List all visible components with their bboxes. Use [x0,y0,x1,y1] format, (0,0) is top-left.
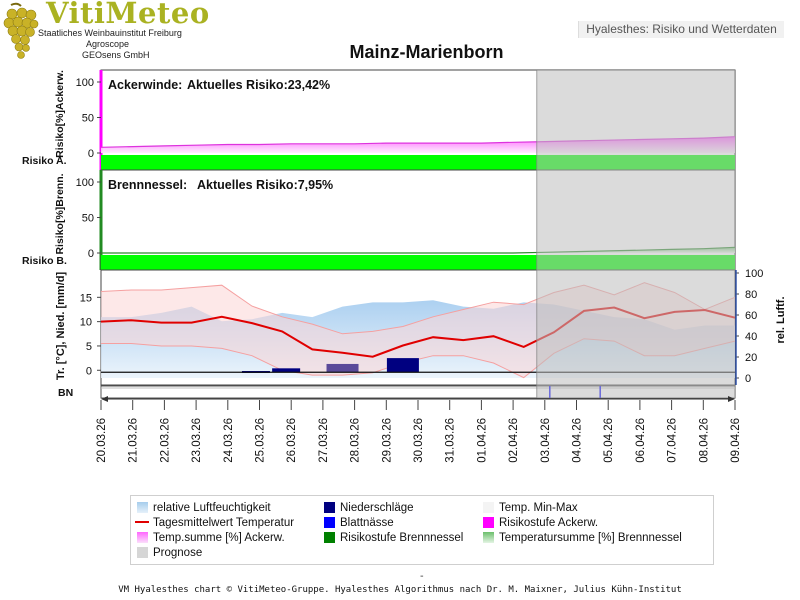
page-subtitle-chip: Hyalesthes: Risiko und Wetterdaten [578,21,784,38]
y-tick-label-right: 60 [745,310,757,322]
legend-item-temp-min-max: Temp. Min-Max [483,501,578,515]
x-tick-label: 24.03.26 [223,418,235,463]
precip-bar [386,358,419,373]
logo-line-institute: Staatliches Weinbauinstitut Freiburg [38,28,182,38]
chart-title: Mainz-Marienborn [349,42,504,62]
legend-label: Niederschläge [340,502,414,514]
chart-legend: relative Luftfeuchtigkeit Niederschläge … [130,495,714,565]
y-tick-label: 0 [86,365,92,377]
legend-label: Tagesmittelwert Temperatur [153,517,295,529]
y-tick-label-right: 100 [745,268,763,280]
grape-logo-icon [3,2,39,59]
x-tick-label: 20.03.26 [96,418,108,463]
x-tick-label: 05.04.26 [603,418,615,463]
legend-item-tempsum-ackerw: Temp.summe [%] Ackerw. [137,531,285,545]
panel-caption-ackerwinde: Ackerwinde: [108,78,182,92]
legend-label: Temperatursumme [%] Brennnessel [499,532,682,544]
precip-bar [272,368,301,373]
x-tick-label: 07.04.26 [667,418,679,463]
logo-title: VitiMeteo [46,0,210,30]
band-label-ackerwinde: Risiko A. [22,155,67,167]
bn-label: BN [58,387,73,399]
legend-item-risk-brennnessel: Risikostufe Brennnessel [324,531,464,545]
legend-label: Blattnässe [340,517,394,529]
y-axis-label-humidity: rel. Luftf. [775,296,787,343]
footer-dash: - [420,571,424,582]
legend-swatch [137,547,148,558]
legend-item-tempsum-brennnessel: Temperatursumme [%] Brennnessel [483,531,682,545]
x-tick-label: 26.03.26 [286,418,298,463]
y-tick-label: 50 [82,213,94,225]
x-axis-left-arrow-icon [101,396,108,402]
legend-swatch [324,532,335,543]
legend-item-risk-ackerw: Risikostufe Ackerw. [483,516,599,530]
x-tick-label: 28.03.26 [350,418,362,463]
prognose-overlay [536,70,735,398]
y-tick-label: 100 [76,177,94,189]
precip-bar [326,363,359,373]
band-label-brennnessel: Risiko B. [22,255,67,267]
y-axis-label-weather: Tr. [°C], Nied. [mm/d] [55,272,67,381]
y-tick-label: 100 [76,77,94,89]
legend-swatch [324,502,335,513]
logo-line-agroscope: Agroscope [86,39,130,49]
x-tick-label: 23.03.26 [191,418,203,463]
legend-swatch [135,517,149,528]
x-tick-label: 27.03.26 [318,418,330,463]
y-tick-label-right: 0 [745,373,751,385]
legend-label: Risikostufe Brennnessel [340,532,464,544]
legend-item-precipitation: Niederschläge [324,501,414,515]
legend-swatch [483,532,494,543]
legend-swatch [137,502,148,513]
footer-credit: VM Hyalesthes chart © VitiMeteo-Gruppe. … [118,585,682,595]
legend-item-mean-temp: Tagesmittelwert Temperatur [135,516,295,530]
x-tick-label: 30.03.26 [413,418,425,463]
x-tick-label: 31.03.26 [445,418,457,463]
legend-swatch [483,517,494,528]
panel-caption-brennnessel: Brennnessel: [108,178,187,192]
x-tick-label: 25.03.26 [255,418,267,463]
x-tick-label: 02.04.26 [508,418,520,463]
legend-swatch [483,502,494,513]
legend-label: Temp.summe [%] Ackerw. [153,532,285,544]
x-tick-label: 03.04.26 [540,418,552,463]
y-tick-label-right: 40 [745,331,757,343]
current-risk-ackerwinde: Aktuelles Risiko:23,42% [187,78,330,92]
legend-swatch [324,517,335,528]
x-axis-right-arrow-icon [728,396,735,402]
x-tick-label: 01.04.26 [476,418,488,463]
y-axis-label-brennnessel: Risiko[%]Brenn. [54,173,66,254]
y-tick-label: 15 [80,292,92,304]
x-tick-label: 29.03.26 [381,418,393,463]
legend-label: Temp. Min-Max [499,502,578,514]
y-tick-label: 5 [86,341,92,353]
legend-swatch [137,532,148,543]
legend-label: Prognose [153,547,203,559]
y-tick-label-right: 20 [745,352,757,364]
y-tick-label-right: 80 [745,289,757,301]
legend-item-humidity: relative Luftfeuchtigkeit [137,501,271,515]
legend-label: relative Luftfeuchtigkeit [153,502,271,514]
y-tick-label: 0 [88,248,94,260]
y-tick-label: 0 [88,148,94,160]
legend-label: Risikostufe Ackerw. [499,517,599,529]
y-tick-label: 50 [82,113,94,125]
x-tick-label: 08.04.26 [698,418,710,463]
x-tick-label: 04.04.26 [572,418,584,463]
x-tick-label: 09.04.26 [730,418,742,463]
legend-item-prognose: Prognose [137,546,203,560]
legend-item-leaf-wetness: Blattnässe [324,516,394,530]
x-tick-label: 21.03.26 [128,418,140,463]
x-tick-label: 22.03.26 [159,418,171,463]
y-tick-label: 10 [80,317,92,329]
y-axis-label-ackerwinde: Risiko[%]Ackerw. [54,70,66,158]
current-risk-brennnessel: Aktuelles Risiko:7,95% [197,178,333,192]
logo-line-geosens: GEOsens GmbH [82,50,150,60]
x-tick-label: 06.04.26 [635,418,647,463]
